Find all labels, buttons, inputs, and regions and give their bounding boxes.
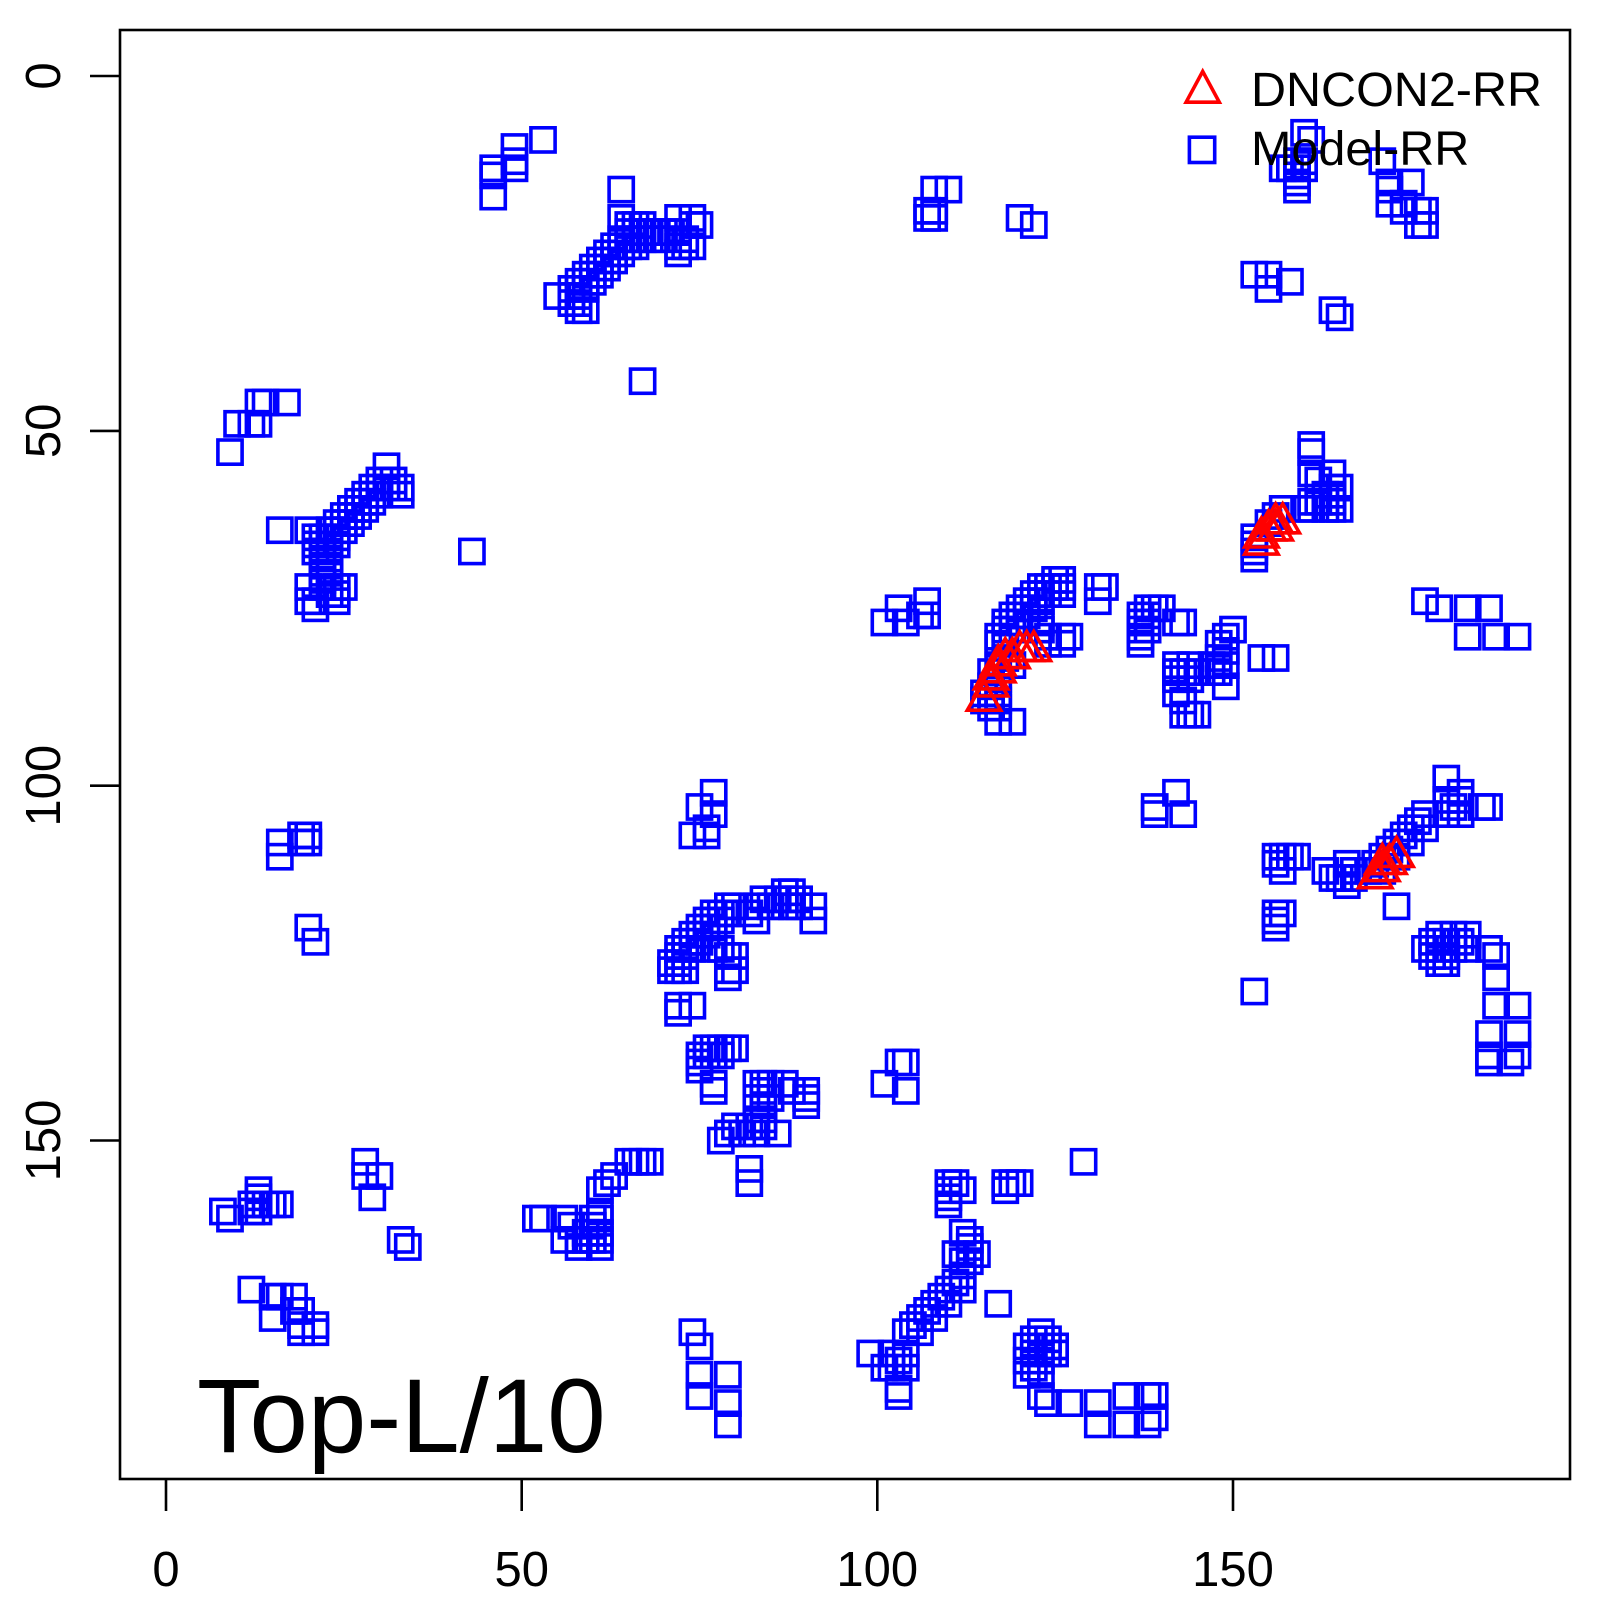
svg-text:100: 100: [836, 1543, 918, 1597]
svg-text:150: 150: [17, 1100, 71, 1182]
svg-text:50: 50: [494, 1543, 549, 1597]
svg-text:50: 50: [17, 404, 71, 459]
svg-text:100: 100: [17, 745, 71, 827]
svg-text:Model-RR: Model-RR: [1251, 122, 1469, 176]
svg-text:150: 150: [1192, 1543, 1274, 1597]
svg-text:DNCON2-RR: DNCON2-RR: [1251, 63, 1542, 117]
svg-text:Top-L/10: Top-L/10: [197, 1358, 606, 1475]
svg-text:0: 0: [152, 1543, 179, 1597]
svg-text:0: 0: [17, 62, 71, 89]
